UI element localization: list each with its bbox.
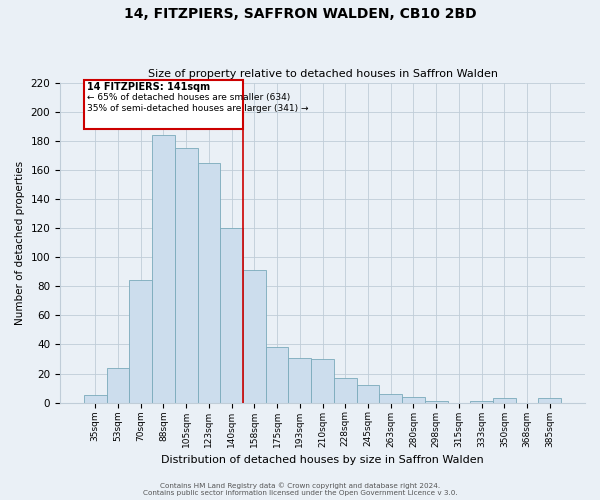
- Bar: [152, 135, 175, 402]
- Bar: [493, 398, 515, 402]
- Bar: [266, 348, 289, 403]
- Bar: [289, 358, 311, 403]
- Bar: [425, 401, 448, 402]
- Text: ← 65% of detached houses are smaller (634): ← 65% of detached houses are smaller (63…: [87, 92, 290, 102]
- Bar: [402, 397, 425, 402]
- Bar: [538, 398, 561, 402]
- Title: Size of property relative to detached houses in Saffron Walden: Size of property relative to detached ho…: [148, 69, 497, 79]
- Bar: [175, 148, 197, 403]
- Bar: [197, 162, 220, 402]
- Bar: [334, 378, 356, 402]
- FancyBboxPatch shape: [84, 80, 243, 129]
- Bar: [220, 228, 243, 402]
- Text: 14, FITZPIERS, SAFFRON WALDEN, CB10 2BD: 14, FITZPIERS, SAFFRON WALDEN, CB10 2BD: [124, 8, 476, 22]
- Text: Contains public sector information licensed under the Open Government Licence v : Contains public sector information licen…: [143, 490, 457, 496]
- Bar: [311, 359, 334, 403]
- X-axis label: Distribution of detached houses by size in Saffron Walden: Distribution of detached houses by size …: [161, 455, 484, 465]
- Bar: [470, 401, 493, 402]
- Y-axis label: Number of detached properties: Number of detached properties: [15, 160, 25, 324]
- Text: 35% of semi-detached houses are larger (341) →: 35% of semi-detached houses are larger (…: [87, 104, 309, 114]
- Bar: [379, 394, 402, 402]
- Bar: [84, 396, 107, 402]
- Bar: [243, 270, 266, 402]
- Bar: [107, 368, 130, 402]
- Bar: [130, 280, 152, 402]
- Text: 14 FITZPIERS: 141sqm: 14 FITZPIERS: 141sqm: [87, 82, 211, 92]
- Bar: [356, 385, 379, 402]
- Text: Contains HM Land Registry data © Crown copyright and database right 2024.: Contains HM Land Registry data © Crown c…: [160, 482, 440, 489]
